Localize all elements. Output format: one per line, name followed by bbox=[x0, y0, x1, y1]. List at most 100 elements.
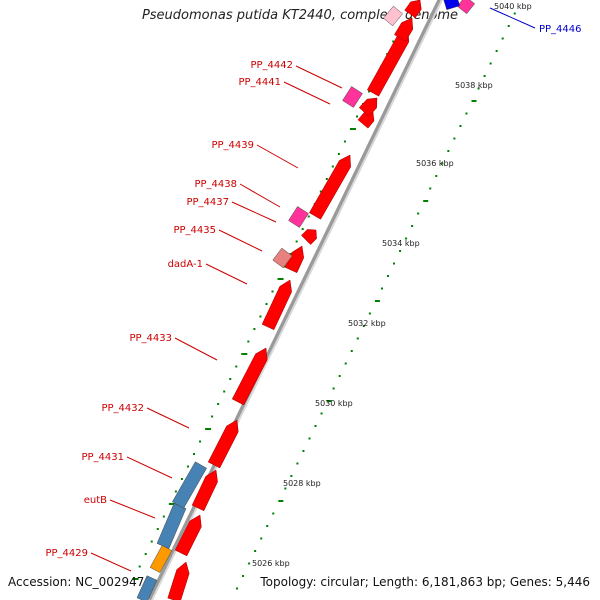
tick-mark bbox=[272, 512, 275, 515]
tick-mark bbox=[248, 562, 251, 565]
gene-arrow bbox=[394, 17, 414, 42]
genome-backbone bbox=[147, 0, 443, 600]
kbp-tick-label: 5040 kbp bbox=[494, 2, 532, 11]
tick-mark-inner bbox=[193, 453, 196, 455]
tick-mark bbox=[483, 75, 486, 77]
tick-mark-inner bbox=[325, 178, 328, 180]
tick-mark-inner bbox=[223, 390, 226, 393]
rna-gene-box bbox=[272, 247, 293, 269]
gene-label: dadA-1 bbox=[168, 259, 203, 270]
tick-mark-inner bbox=[162, 515, 165, 518]
gene-arrow bbox=[357, 111, 375, 129]
tick-mark bbox=[362, 325, 365, 327]
tick-mark bbox=[374, 300, 380, 302]
tick-mark-inner bbox=[235, 365, 238, 368]
tick-mark-inner bbox=[319, 190, 322, 193]
tick-mark bbox=[302, 450, 305, 452]
gene-label-leader bbox=[205, 263, 248, 285]
blue-feature bbox=[136, 575, 158, 600]
gene-label-leader bbox=[283, 81, 331, 105]
blue-feature bbox=[156, 503, 187, 549]
tick-mark bbox=[417, 212, 420, 215]
tick-mark bbox=[242, 575, 245, 577]
tick-mark bbox=[453, 137, 456, 140]
tick-mark bbox=[326, 400, 332, 402]
gene-arrow bbox=[358, 97, 378, 117]
tick-mark-inner bbox=[368, 90, 371, 93]
gene-arrow bbox=[261, 279, 292, 331]
gene-label: PP_4435 bbox=[173, 225, 216, 236]
tick-mark bbox=[356, 337, 359, 340]
gene-label-leader bbox=[256, 144, 299, 169]
genome-title: Pseudomonas putida KT2440, complete geno… bbox=[141, 8, 459, 23]
tick-mark-inner bbox=[205, 428, 212, 430]
topology-summary: Topology: circular; Length: 6,181,863 bp… bbox=[260, 575, 590, 589]
blue-gene-box bbox=[443, 0, 461, 11]
tick-mark bbox=[405, 237, 408, 240]
kbp-tick-label: 5030 kbp bbox=[315, 399, 353, 408]
tick-mark bbox=[260, 537, 263, 540]
tick-mark bbox=[495, 50, 498, 52]
gene-arrow bbox=[167, 561, 190, 600]
tick-mark-inner bbox=[277, 278, 284, 280]
tick-mark bbox=[513, 12, 516, 15]
gene-arrow bbox=[231, 347, 268, 406]
kbp-tick-label: 5028 kbp bbox=[283, 479, 321, 488]
tick-mark bbox=[254, 550, 257, 552]
kbp-tick-label: 5038 kbp bbox=[455, 81, 493, 90]
gene-label: PP_4446 bbox=[539, 24, 582, 35]
tick-mark-inner bbox=[337, 153, 340, 155]
gene-label-leader bbox=[489, 7, 536, 29]
gene-arrow bbox=[301, 229, 317, 245]
tick-mark-inner bbox=[356, 115, 359, 118]
accession-text: Accession: NC_002947 bbox=[8, 575, 145, 589]
tick-mark-inner bbox=[259, 315, 262, 318]
tick-mark bbox=[314, 425, 317, 427]
kbp-tick-label: 5032 kbp bbox=[348, 319, 386, 328]
kbp-tick-label: 5034 kbp bbox=[382, 239, 420, 248]
tick-mark bbox=[501, 37, 504, 40]
tick-mark bbox=[477, 87, 480, 90]
tick-mark bbox=[489, 62, 492, 65]
tick-mark-inner bbox=[331, 165, 334, 168]
tick-mark-inner bbox=[295, 240, 298, 243]
gene-arrow bbox=[404, 0, 422, 19]
tick-mark-inner bbox=[343, 140, 346, 143]
tick-mark-inner bbox=[265, 303, 268, 305]
tick-mark bbox=[350, 350, 353, 352]
tick-mark-inner bbox=[217, 403, 220, 405]
tick-mark bbox=[393, 262, 396, 265]
tick-mark bbox=[447, 150, 450, 152]
gene-arrow bbox=[174, 514, 202, 557]
tick-mark-inner bbox=[211, 415, 214, 418]
tick-mark bbox=[308, 437, 311, 440]
tick-mark bbox=[338, 375, 341, 377]
light-pink-feature bbox=[383, 5, 403, 27]
gene-label-leader bbox=[218, 229, 263, 252]
gene-label: PP_4441 bbox=[238, 77, 281, 88]
genome-backbone-shadow bbox=[151, 0, 443, 600]
gene-label: PP_4432 bbox=[101, 403, 144, 414]
gene-label: PP_4433 bbox=[129, 333, 172, 344]
tick-mark bbox=[368, 312, 371, 315]
gene-label: PP_4429 bbox=[45, 548, 88, 559]
tick-mark-inner bbox=[132, 578, 139, 580]
tick-mark bbox=[386, 275, 389, 277]
kbp-tick-label: 5036 kbp bbox=[416, 159, 454, 168]
gene-label-leader bbox=[231, 201, 277, 223]
gene-arrow bbox=[309, 154, 351, 220]
tick-mark bbox=[344, 362, 347, 365]
tick-mark-inner bbox=[289, 253, 292, 255]
gene-label: eutB bbox=[84, 495, 107, 506]
tick-mark bbox=[441, 162, 444, 165]
tick-mark-inner bbox=[241, 353, 248, 355]
tick-mark-inner bbox=[138, 565, 141, 568]
tick-mark bbox=[284, 487, 287, 490]
gene-label: PP_4442 bbox=[250, 60, 293, 71]
gene-label-leader bbox=[109, 499, 156, 519]
gene-label-leader bbox=[126, 456, 173, 479]
gene-label: PP_4438 bbox=[194, 179, 237, 190]
reverse-gene-box bbox=[456, 0, 476, 15]
tick-mark bbox=[266, 525, 269, 527]
